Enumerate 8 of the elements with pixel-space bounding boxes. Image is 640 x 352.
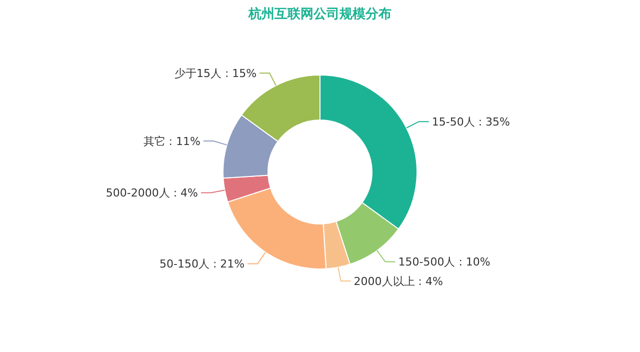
slice-label: 500-2000人 : 4% [106, 186, 198, 200]
chart-title: 杭州互联网公司规模分布 [248, 6, 392, 22]
slice-label: 150-500人 : 10% [398, 256, 490, 269]
slice-label: 其它 : 11% [143, 134, 200, 148]
slice-label: 2000人以上 : 4% [354, 274, 443, 288]
slice-label: 15-50人 : 35% [432, 115, 510, 128]
slice-label: 少于15人 : 15% [174, 66, 257, 80]
slice-label: 50-150人 : 21% [159, 258, 245, 271]
